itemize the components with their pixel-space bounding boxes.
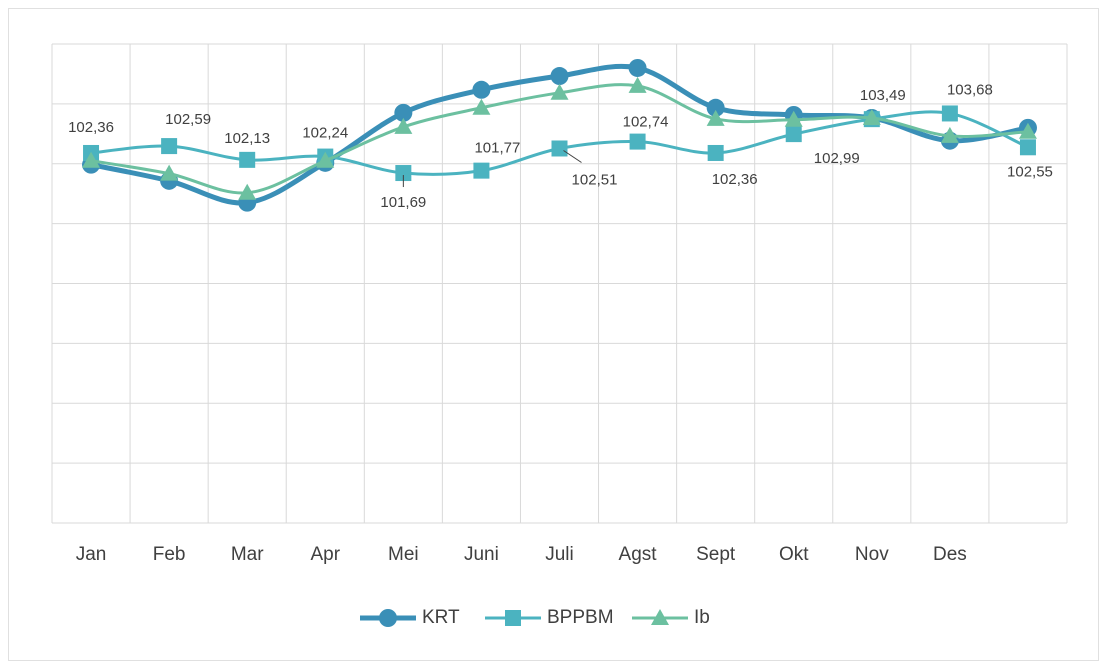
data-point (316, 151, 335, 168)
legend-label: Ib (694, 607, 710, 628)
data-point (1019, 139, 1036, 156)
data-point (941, 105, 958, 122)
data-label: 102,36 (712, 171, 758, 188)
x-tick-label: Nov (855, 544, 889, 565)
legend-label: BPPBM (547, 607, 614, 628)
data-point (394, 117, 413, 134)
data-label: 102,36 (68, 119, 114, 136)
data-point (784, 110, 803, 127)
data-point (161, 138, 178, 155)
legend-label: KRT (422, 607, 460, 628)
data-label: 102,24 (302, 125, 348, 142)
data-point (551, 140, 568, 157)
x-tick-label: Feb (153, 544, 186, 565)
x-tick-label: Des (933, 544, 967, 565)
data-point (706, 109, 725, 126)
data-label: 102,74 (623, 114, 669, 131)
x-tick-label: Juni (464, 544, 499, 565)
data-label: 102,59 (165, 111, 211, 128)
data-point (629, 133, 646, 150)
data-label: 102,51 (572, 171, 618, 188)
legend-marker (379, 609, 397, 627)
data-point (550, 67, 569, 86)
x-tick-label: Apr (310, 544, 340, 565)
legend-marker (505, 610, 521, 626)
x-tick-label: Okt (779, 544, 809, 565)
data-point (238, 183, 257, 200)
data-label: 102,99 (814, 150, 860, 167)
data-label: 101,69 (380, 194, 426, 211)
data-point (940, 126, 959, 143)
data-label: 103,49 (860, 87, 906, 104)
data-point (473, 162, 490, 179)
data-point (1018, 122, 1037, 139)
data-point (472, 80, 491, 99)
data-point (239, 151, 256, 168)
data-point (706, 98, 725, 117)
data-point (472, 98, 491, 115)
data-point (82, 151, 101, 168)
data-label: 103,68 (947, 81, 993, 98)
data-point (862, 108, 881, 125)
data-point (628, 58, 647, 77)
data-point (707, 144, 724, 161)
data-point (550, 83, 569, 100)
data-point (160, 164, 179, 181)
x-tick-label: Sept (696, 544, 736, 565)
data-point (395, 165, 412, 182)
leader-line (563, 150, 582, 163)
data-label: 102,13 (224, 130, 270, 147)
data-point (785, 126, 802, 143)
x-tick-label: Mei (388, 544, 419, 565)
data-label: 101,77 (474, 140, 520, 157)
chart-border (8, 8, 1099, 661)
x-tick-label: Juli (545, 544, 574, 565)
x-tick-label: Mar (231, 544, 264, 565)
data-label: 102,55 (1007, 163, 1053, 180)
x-tick-label: Jan (76, 544, 107, 565)
legend-marker (651, 609, 669, 625)
x-tick-label: Agst (619, 544, 658, 565)
data-point (394, 103, 413, 122)
data-point (628, 76, 647, 93)
